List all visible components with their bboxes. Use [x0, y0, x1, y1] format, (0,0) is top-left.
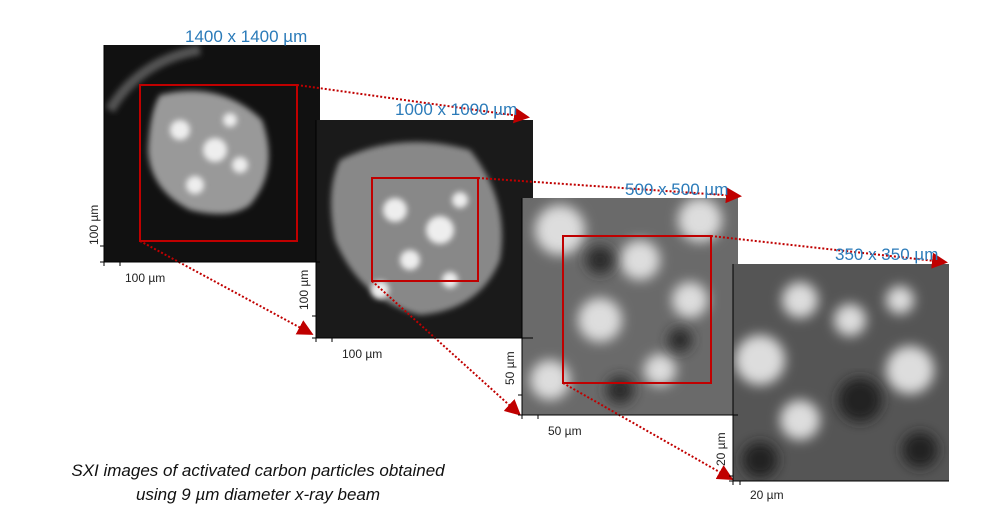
sxi-image-350: [733, 264, 949, 481]
scale-y-label: 50 µm: [503, 351, 517, 385]
axis-ticks: [100, 45, 949, 485]
caption-line-1: SXI images of activated carbon particles…: [71, 461, 445, 480]
zoom-arrows: [139, 84, 948, 480]
panel-title: 500 x 500 µm: [625, 180, 728, 199]
zoom-box-3: [562, 235, 712, 384]
scale-x-label: 100 µm: [125, 271, 165, 285]
panel-title: 1000 x 1000 µm: [395, 100, 517, 119]
caption-line-2: using 9 µm diameter x-ray beam: [136, 485, 380, 504]
zoom-box-2: [371, 177, 479, 282]
scale-y-label: 20 µm: [714, 432, 728, 466]
scale-y-label: 100 µm: [297, 270, 311, 310]
panel-title: 1400 x 1400 µm: [185, 27, 307, 46]
sxi-image-500: [522, 198, 738, 415]
scale-x-label: 50 µm: [548, 424, 582, 438]
scale-x-label: 20 µm: [750, 488, 784, 502]
sxi-image-1400: [104, 45, 320, 262]
sxi-image-1000: [316, 120, 533, 338]
panel-title: 350 x 350 µm: [835, 245, 938, 264]
zoom-box-1: [139, 84, 298, 242]
scale-x-label: 100 µm: [342, 347, 382, 361]
scale-y-label: 100 µm: [87, 205, 101, 245]
